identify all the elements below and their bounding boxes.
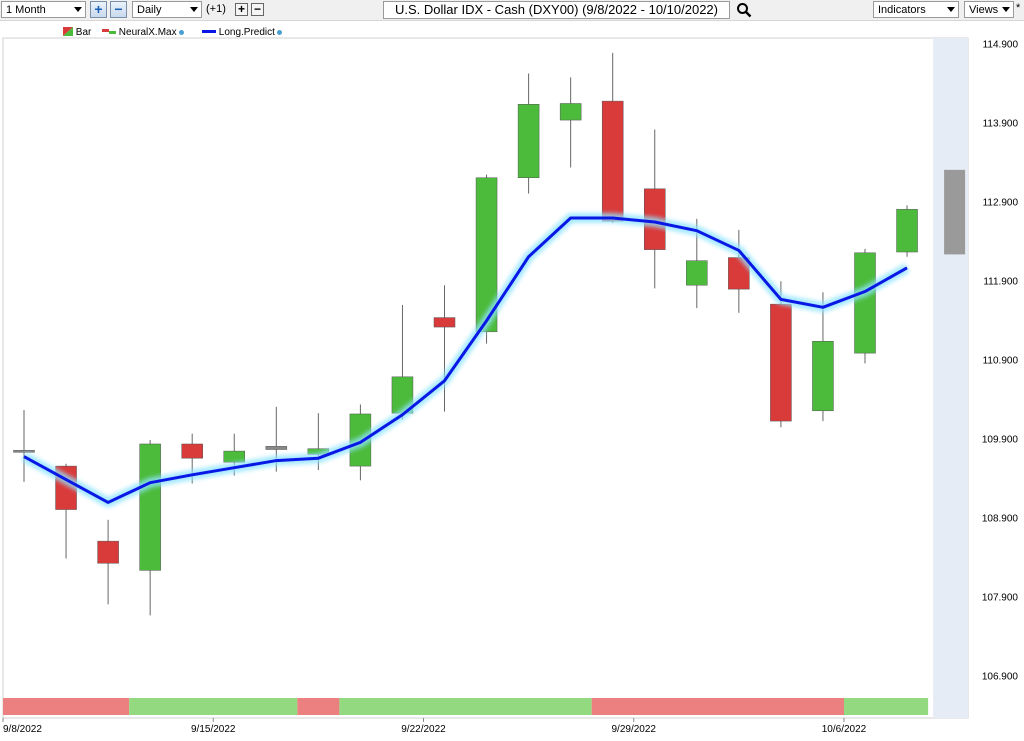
x-tick-label: 9/22/2022 <box>401 724 446 735</box>
y-tick-label: 114.900 <box>983 39 1019 50</box>
long-predict-line <box>23 216 908 504</box>
chevron-down-icon <box>190 7 198 12</box>
unsaved-asterisk: * <box>1016 2 1021 14</box>
candle-body <box>475 177 498 333</box>
search-icon[interactable] <box>736 2 752 18</box>
y-tick-label: 111.900 <box>983 276 1018 287</box>
future-panel <box>933 38 968 718</box>
candle-body <box>13 450 35 453</box>
candle-body <box>181 443 203 459</box>
candle-body <box>97 540 119 564</box>
offset-increase-button[interactable]: + <box>235 3 248 16</box>
candle-body <box>223 450 245 463</box>
candle-body <box>559 103 582 121</box>
candle-body <box>265 446 288 450</box>
interval-value: Daily <box>137 4 162 16</box>
settings-dot-icon[interactable] <box>276 30 282 35</box>
signal-band-segment <box>129 698 298 715</box>
candle-body <box>896 209 918 253</box>
y-tick-label: 106.900 <box>982 671 1019 682</box>
candle-body <box>517 104 540 178</box>
plus-icon: + <box>237 2 245 16</box>
y-tick-label: 108.900 <box>982 513 1019 524</box>
settings-dot-icon[interactable] <box>178 30 184 35</box>
bar-swatch-icon <box>63 27 73 36</box>
indicators-dropdown[interactable]: Indicators <box>873 1 959 18</box>
legend-label: Bar <box>75 27 92 38</box>
offset-label: (+1) <box>206 3 226 15</box>
interval-select[interactable]: Daily <box>132 1 202 18</box>
signal-band-segment <box>591 698 844 715</box>
views-label: Views <box>969 4 999 16</box>
x-tick-label: 10/6/2022 <box>822 724 867 735</box>
chevron-down-icon <box>1002 7 1010 12</box>
legend-label: Long.Predict <box>218 27 275 38</box>
forecast-range-box <box>944 169 966 255</box>
signal-band-segment <box>297 698 340 715</box>
signal-band-segment <box>844 698 929 715</box>
y-tick-label: 109.900 <box>982 434 1019 445</box>
chevron-down-icon <box>947 7 955 12</box>
legend-label: NeuralX.Max <box>118 27 177 38</box>
x-tick-label: 9/29/2022 <box>612 724 657 735</box>
plot-area <box>2 37 969 719</box>
chevron-down-icon <box>74 7 82 12</box>
y-tick-label: 110.900 <box>983 355 1019 366</box>
line-swatch-icon <box>202 30 216 33</box>
legend-item-bar[interactable]: Bar <box>63 26 91 39</box>
period-value: 1 Month <box>6 4 46 16</box>
chart-title: U.S. Dollar IDX - Cash (DXY00) (9/8/2022… <box>395 2 718 17</box>
signal-band-segment <box>339 698 592 715</box>
minus-icon: − <box>114 1 123 17</box>
toolbar: 1 Month + − Daily (+1) + − U.S. Dollar I… <box>0 0 1024 21</box>
views-dropdown[interactable]: Views <box>964 1 1014 18</box>
indicators-label: Indicators <box>878 4 926 16</box>
candle-body <box>601 100 624 222</box>
period-select[interactable]: 1 Month <box>1 1 86 18</box>
candle-body <box>854 252 876 354</box>
symbol-title-field[interactable]: U.S. Dollar IDX - Cash (DXY00) (9/8/2022… <box>383 1 730 19</box>
y-tick-label: 112.900 <box>983 197 1019 208</box>
minus-icon: − <box>253 2 261 16</box>
zoom-in-button[interactable]: + <box>90 1 107 18</box>
plus-icon: + <box>94 1 103 17</box>
y-tick-label: 113.900 <box>983 118 1019 129</box>
candle-body <box>812 341 834 412</box>
x-tick-label: 9/15/2022 <box>191 724 236 735</box>
candle-body <box>686 260 708 286</box>
legend-item-long-predict[interactable]: Long.Predict <box>202 26 282 39</box>
legend-item-neuralx[interactable]: NeuralX.Max <box>102 26 184 39</box>
price-chart[interactable]: 114.900 113.900 112.900 111.900 110.900 109.9… <box>0 20 1024 741</box>
neuralx-swatch-icon <box>102 29 116 34</box>
offset-decrease-button[interactable]: − <box>251 3 264 16</box>
candle-body <box>433 317 456 328</box>
signal-band-segment <box>3 698 130 715</box>
y-tick-label: 107.900 <box>982 592 1019 603</box>
candle-body <box>139 443 161 571</box>
x-tick-label: 9/8/2022 <box>3 724 42 735</box>
candle-body <box>770 303 792 422</box>
zoom-out-button[interactable]: − <box>110 1 127 18</box>
